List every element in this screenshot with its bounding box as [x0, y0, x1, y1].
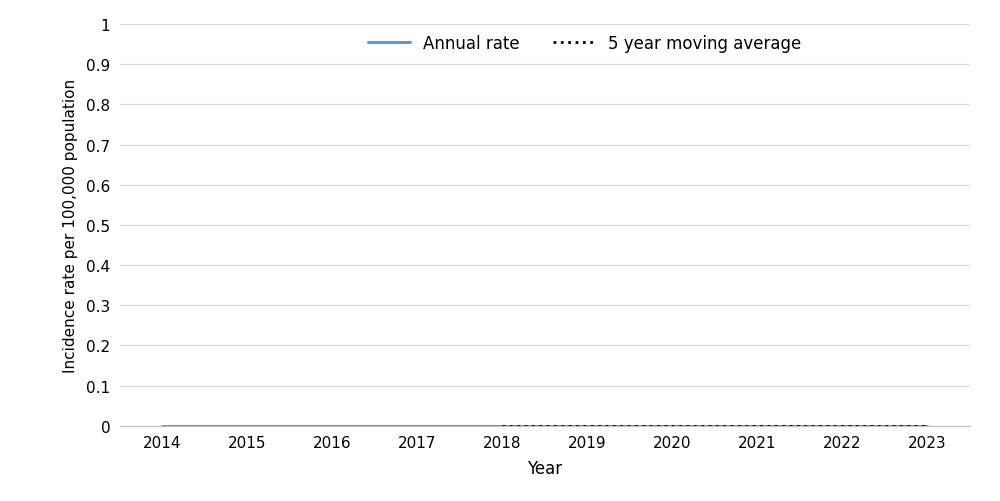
5 year moving average — [581, 423, 593, 429]
5 year moving average — [496, 423, 508, 429]
Annual rate — [241, 423, 253, 429]
Annual rate — [326, 423, 338, 429]
Annual rate — [581, 423, 593, 429]
Annual rate — [836, 423, 848, 429]
Annual rate — [921, 423, 933, 429]
Annual rate — [156, 423, 168, 429]
5 year moving average — [751, 423, 763, 429]
Legend: Annual rate, 5 year moving average: Annual rate, 5 year moving average — [361, 29, 808, 60]
Annual rate — [496, 423, 508, 429]
5 year moving average — [836, 423, 848, 429]
Annual rate — [411, 423, 423, 429]
Annual rate — [751, 423, 763, 429]
5 year moving average — [666, 423, 678, 429]
5 year moving average — [921, 423, 933, 429]
Annual rate — [666, 423, 678, 429]
X-axis label: Year: Year — [527, 459, 563, 477]
Y-axis label: Incidence rate per 100,000 population: Incidence rate per 100,000 population — [63, 79, 78, 372]
